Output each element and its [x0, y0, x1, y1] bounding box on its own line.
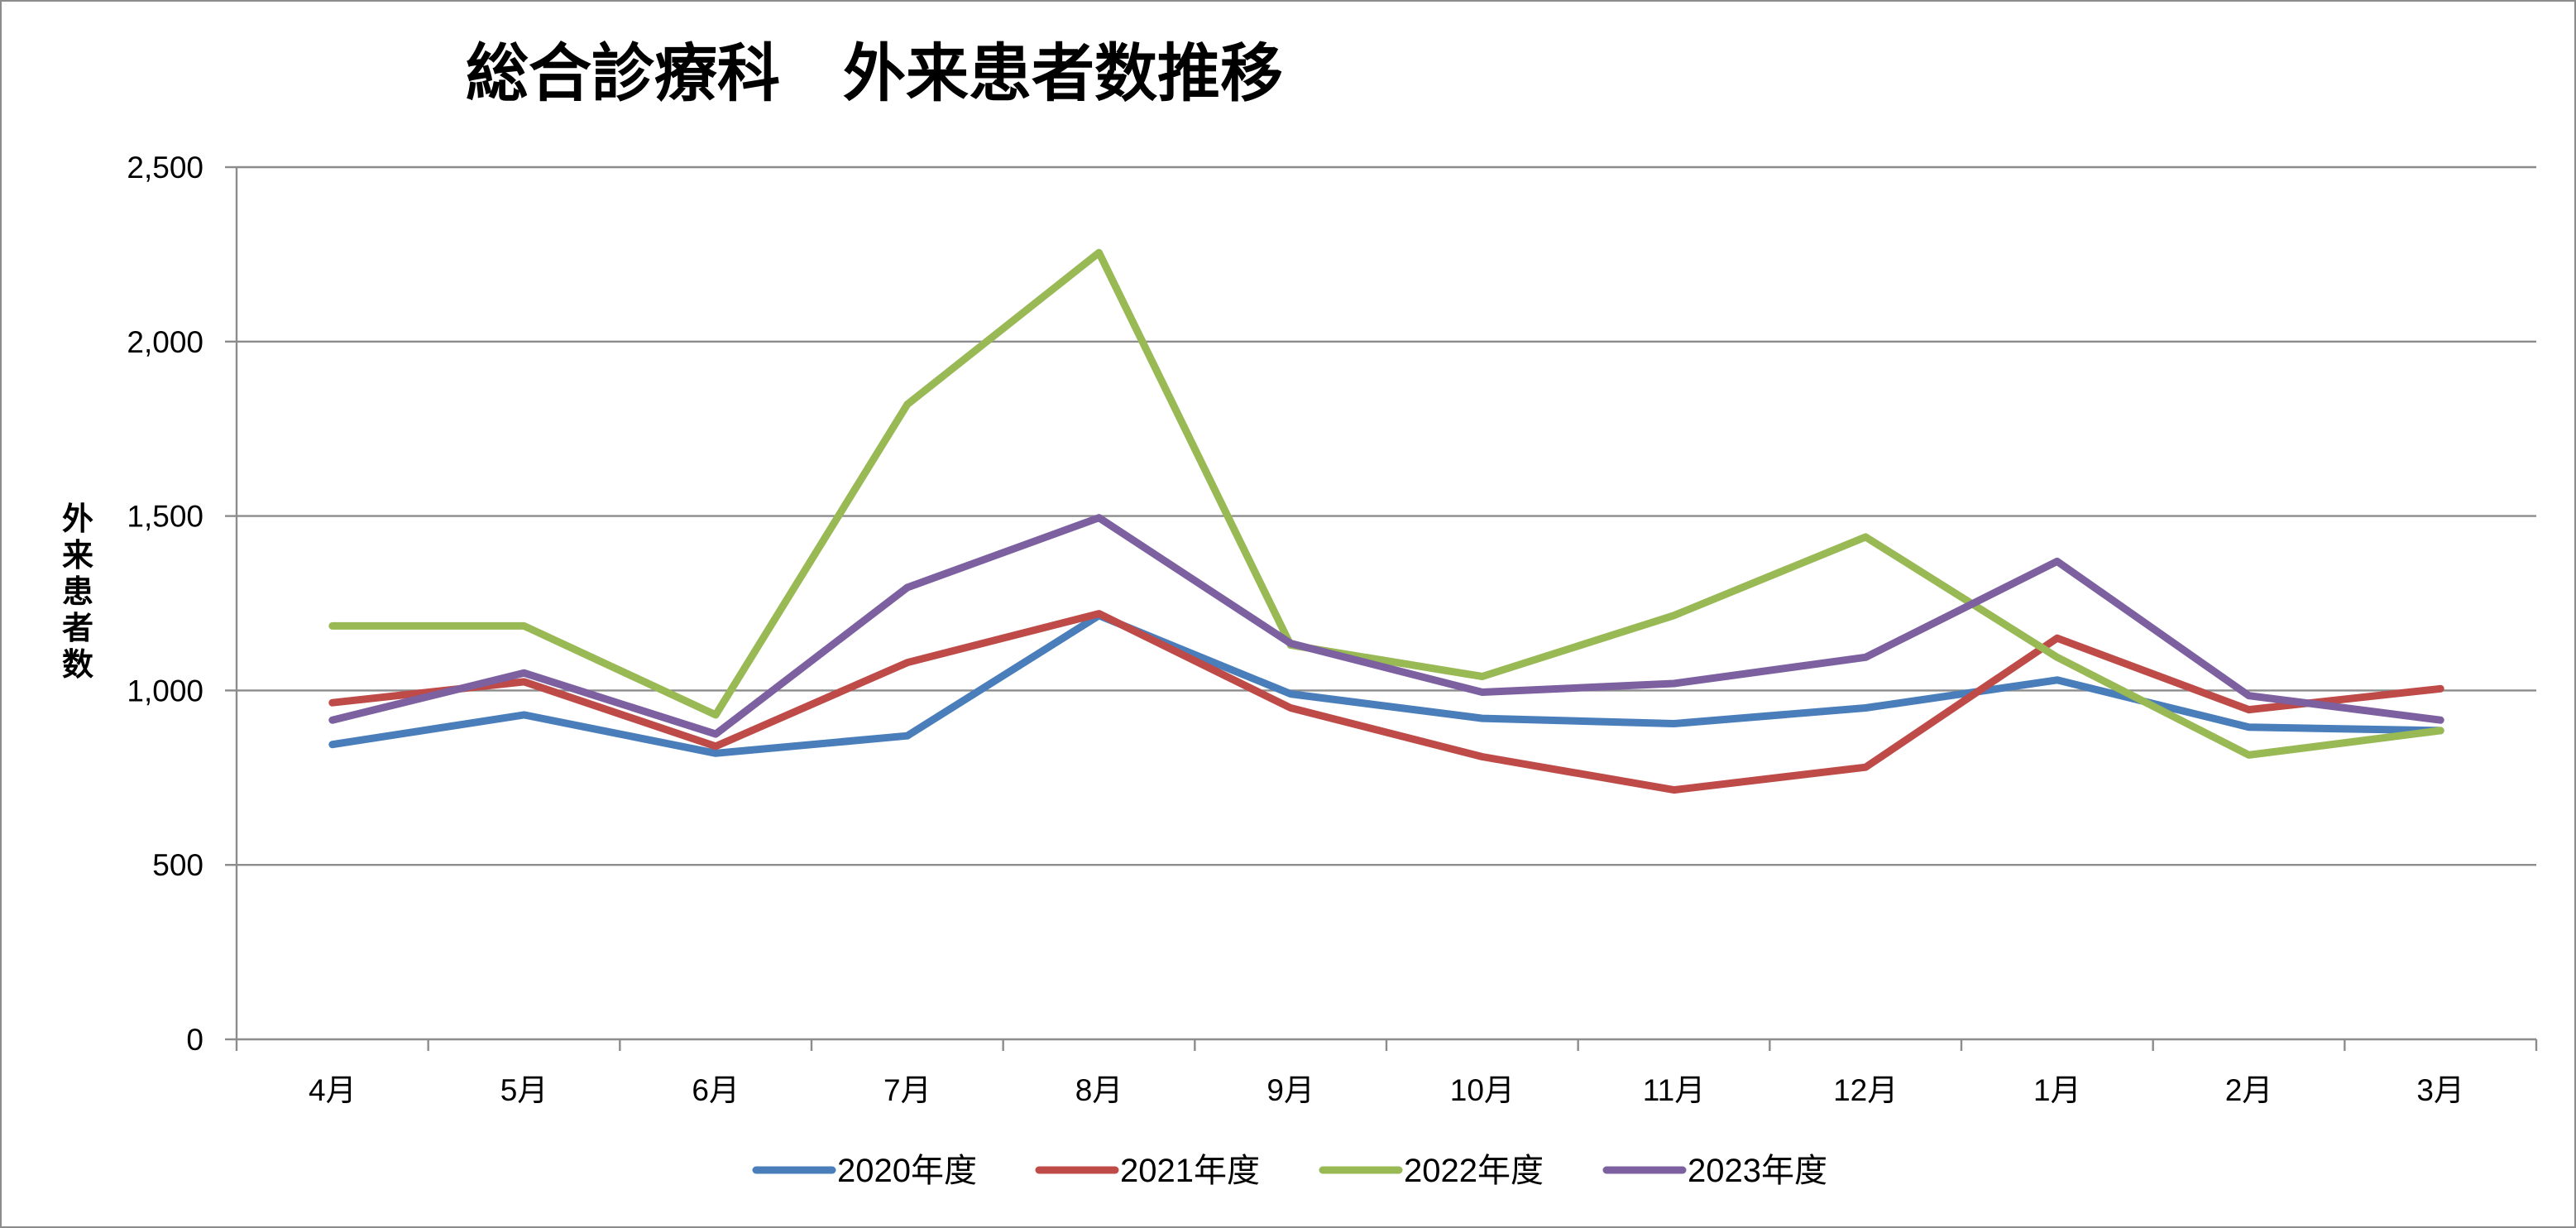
y-axis-title-char: 者	[62, 610, 93, 646]
y-tick-label: 0	[186, 1023, 203, 1057]
x-tick-label: 2月	[2225, 1073, 2273, 1107]
x-tick-label: 5月	[500, 1073, 548, 1107]
x-tick-label: 7月	[883, 1073, 931, 1107]
x-tick-label: 11月	[1643, 1073, 1705, 1107]
y-tick-label: 500	[152, 848, 203, 882]
chart-title: 総合診療科 外来患者数推移	[466, 36, 1283, 110]
y-tick-label: 1,500	[127, 500, 203, 534]
legend: 2020年度 2021年度 2022年度 2023年度	[752, 1153, 1827, 1189]
x-tick-label: 3月	[2416, 1073, 2464, 1107]
legend-item: 2020年度	[752, 1153, 977, 1189]
series-line-2020年度	[328, 612, 2444, 757]
y-axis-title-char: 外	[62, 501, 93, 537]
x-tick-label: 1月	[2033, 1073, 2081, 1107]
series-line-2021年度	[328, 610, 2444, 794]
legend-item: 2023年度	[1602, 1153, 1827, 1189]
y-axis-title-char: 患	[62, 573, 93, 610]
series-lines	[328, 248, 2444, 794]
legend-item: 2021年度	[1035, 1153, 1260, 1189]
legend-item: 2022年度	[1319, 1153, 1544, 1189]
axes: 0 500 1,000 1,500 2,000 2,500 4月 5月 6月 7月 8月 9月 10月 1…	[127, 151, 2538, 1107]
legend-label: 2020年度	[837, 1153, 977, 1189]
y-tick-label: 2,000	[127, 325, 203, 359]
y-axis-title-char: 来	[62, 537, 93, 573]
y-axis-title: 外来患者数	[62, 501, 93, 683]
x-tick-label: 8月	[1075, 1073, 1123, 1107]
y-tick-label: 2,500	[127, 151, 203, 185]
y-axis-title-char: 数	[62, 646, 93, 683]
legend-label: 2023年度	[1688, 1153, 1827, 1189]
legend-label: 2022年度	[1404, 1153, 1544, 1189]
series-line-2022年度	[328, 248, 2444, 759]
x-tick-label: 9月	[1266, 1073, 1314, 1107]
x-tick-label: 6月	[692, 1073, 740, 1107]
x-tick-label: 12月	[1833, 1073, 1898, 1107]
x-tick-label: 10月	[1450, 1073, 1515, 1107]
series-line-2023年度	[328, 514, 2444, 738]
x-tick-label: 4月	[309, 1073, 357, 1107]
legend-label: 2021年度	[1120, 1153, 1260, 1189]
gridlines	[237, 165, 2536, 866]
y-tick-label: 1,000	[127, 674, 203, 708]
